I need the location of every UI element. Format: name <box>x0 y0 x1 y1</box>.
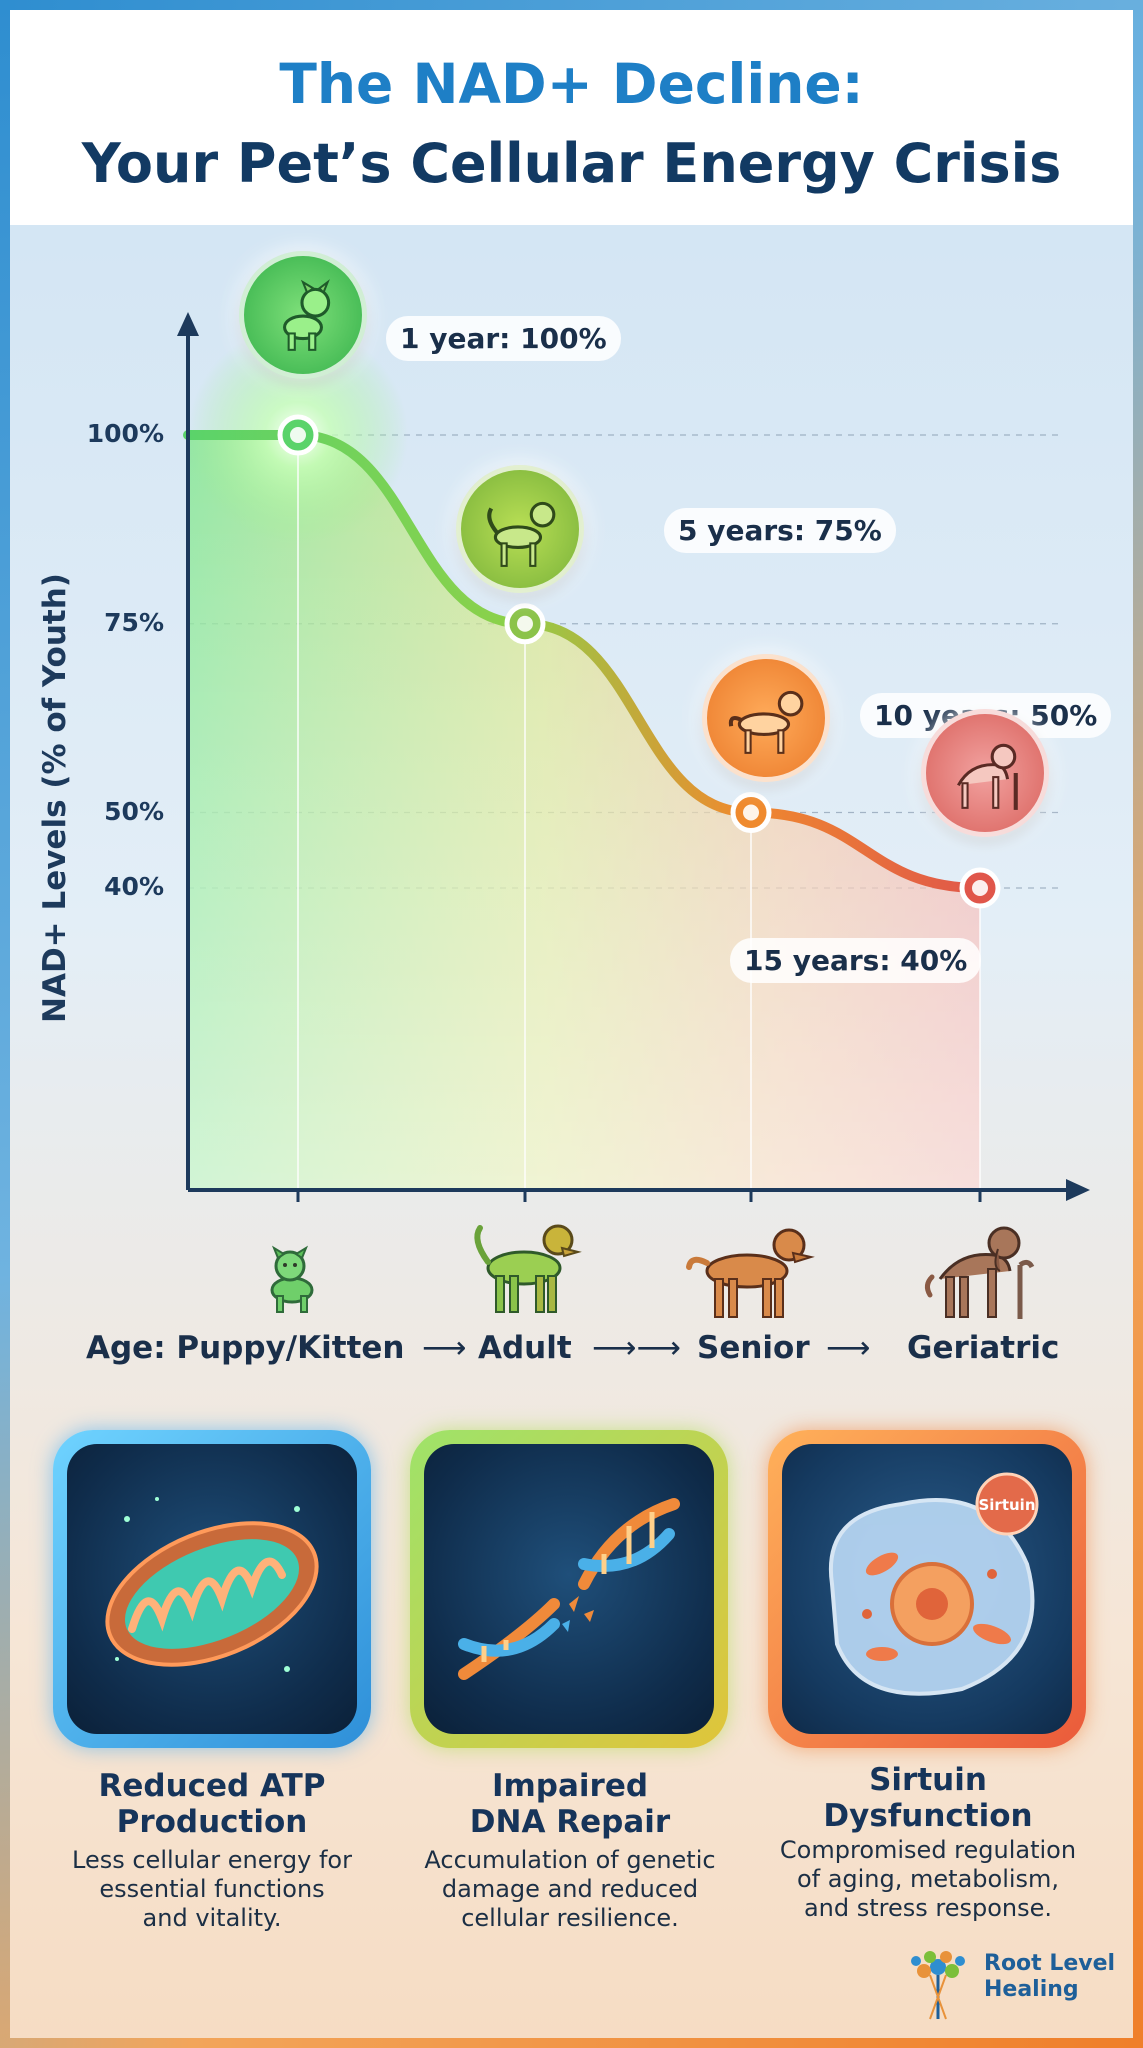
card-atp-desc: Less cellular energy for essential funct… <box>32 1846 392 1933</box>
y-tick-label: 40% <box>104 872 164 901</box>
y-axis-arrow <box>177 312 199 336</box>
card-dna-title-line1: Impaired <box>491 1768 649 1804</box>
brand-logo: Root Level Healing <box>900 1945 1120 2020</box>
puppy-icon <box>239 251 367 379</box>
card-sirtuin-title-line2: Dysfunction <box>823 1798 1033 1834</box>
card-dna-title: Impaired DNA Repair <box>390 1768 750 1840</box>
age-arrow-2: ⟶⟶ <box>592 1330 681 1366</box>
age-arrow-3: ⟶ <box>826 1330 871 1366</box>
age-arrow-1: ⟶ <box>422 1330 467 1366</box>
age-stage-adult: Adult <box>478 1330 572 1366</box>
card-atp-title: Reduced ATP Production <box>32 1768 392 1840</box>
card-atp <box>53 1430 371 1748</box>
card-dna-desc: Accumulation of genetic damage and reduc… <box>390 1846 750 1933</box>
data-point-center-1 <box>517 615 533 632</box>
age-label: Age: Puppy/Kitten <box>86 1330 405 1366</box>
card-dna <box>410 1430 728 1748</box>
brand-line2: Healing <box>984 1977 1079 2002</box>
data-point-center-0 <box>290 427 306 443</box>
adult-dog-stage-icon <box>466 1210 586 1324</box>
brand-line1: Root Level <box>984 1951 1116 1976</box>
page-subtitle: Your Pet’s Cellular Energy Crisis <box>81 132 1062 195</box>
puppy-stage-icon <box>252 1240 332 1324</box>
brand-name: Root Level Healing <box>984 1951 1115 2003</box>
card-atp-desc-line1: Less cellular energy for <box>72 1846 352 1874</box>
card-atp-title-line1: Reduced ATP <box>98 1768 326 1804</box>
card-sirtuin-desc-line1: Compromised regulation <box>779 1836 1077 1864</box>
callout-label: 15 years: 40% <box>730 938 982 983</box>
geriatric-dog-icon <box>921 709 1049 837</box>
card-atp-title-line2: Production <box>116 1804 308 1840</box>
card-dna-desc-line1: Accumulation of genetic <box>424 1846 716 1874</box>
x-axis-arrow <box>1066 1179 1090 1201</box>
sirtuin-badge-label: Sirtuin <box>978 1496 1035 1514</box>
card-atp-desc-line2: essential functions <box>99 1875 325 1903</box>
page-title: The NAD+ Decline: <box>279 52 864 116</box>
y-tick-label: 75% <box>104 607 164 637</box>
age-stage-geriatric: Geriatric <box>907 1330 1060 1366</box>
card-atp-image <box>67 1444 357 1734</box>
card-sirtuin-desc: Compromised regulation of aging, metabol… <box>748 1836 1108 1923</box>
card-sirtuin-desc-line3: and stress response. <box>803 1894 1053 1922</box>
card-sirtuin-title: Sirtuin Dysfunction <box>748 1762 1108 1834</box>
callout-label: 1 year: 100% <box>386 316 621 361</box>
card-sirtuin-image: Sirtuin <box>782 1444 1072 1734</box>
card-atp-desc-line3: and vitality. <box>142 1904 282 1932</box>
geriatric-dog-stage-icon <box>920 1215 1040 1329</box>
cell-icon: Sirtuin <box>828 1472 1039 1696</box>
y-tick-label: 50% <box>104 796 164 826</box>
title-box: The NAD+ Decline: Your Pet’s Cellular En… <box>10 10 1133 225</box>
senior-dog-icon <box>702 653 830 782</box>
data-point-center-3 <box>972 880 988 896</box>
dna-icon <box>458 1498 680 1680</box>
data-point-center-2 <box>743 804 759 821</box>
tree-dna-logo-icon <box>911 1951 965 2020</box>
age-stage-senior: Senior <box>697 1330 810 1366</box>
card-dna-desc-line2: damage and reduced <box>441 1875 699 1903</box>
card-dna-title-line2: DNA Repair <box>469 1804 671 1840</box>
age-stage-row: Age: Puppy/Kitten ⟶ Adult ⟶⟶ Senior ⟶ Ge… <box>0 1330 1143 1380</box>
card-dna-desc-line3: cellular resilience. <box>461 1904 679 1932</box>
card-sirtuin-desc-line2: of aging, metabolism, <box>796 1865 1060 1893</box>
senior-dog-stage-icon <box>685 1215 820 1329</box>
card-sirtuin: Sirtuin <box>768 1430 1086 1748</box>
card-dna-image <box>424 1444 714 1734</box>
y-tick-label: 100% <box>86 419 164 448</box>
mitochondria-icon <box>105 1497 319 1672</box>
card-sirtuin-title-line1: Sirtuin <box>869 1762 987 1798</box>
adult-dog-icon <box>456 464 584 593</box>
callout-label: 5 years: 75% <box>664 507 896 553</box>
